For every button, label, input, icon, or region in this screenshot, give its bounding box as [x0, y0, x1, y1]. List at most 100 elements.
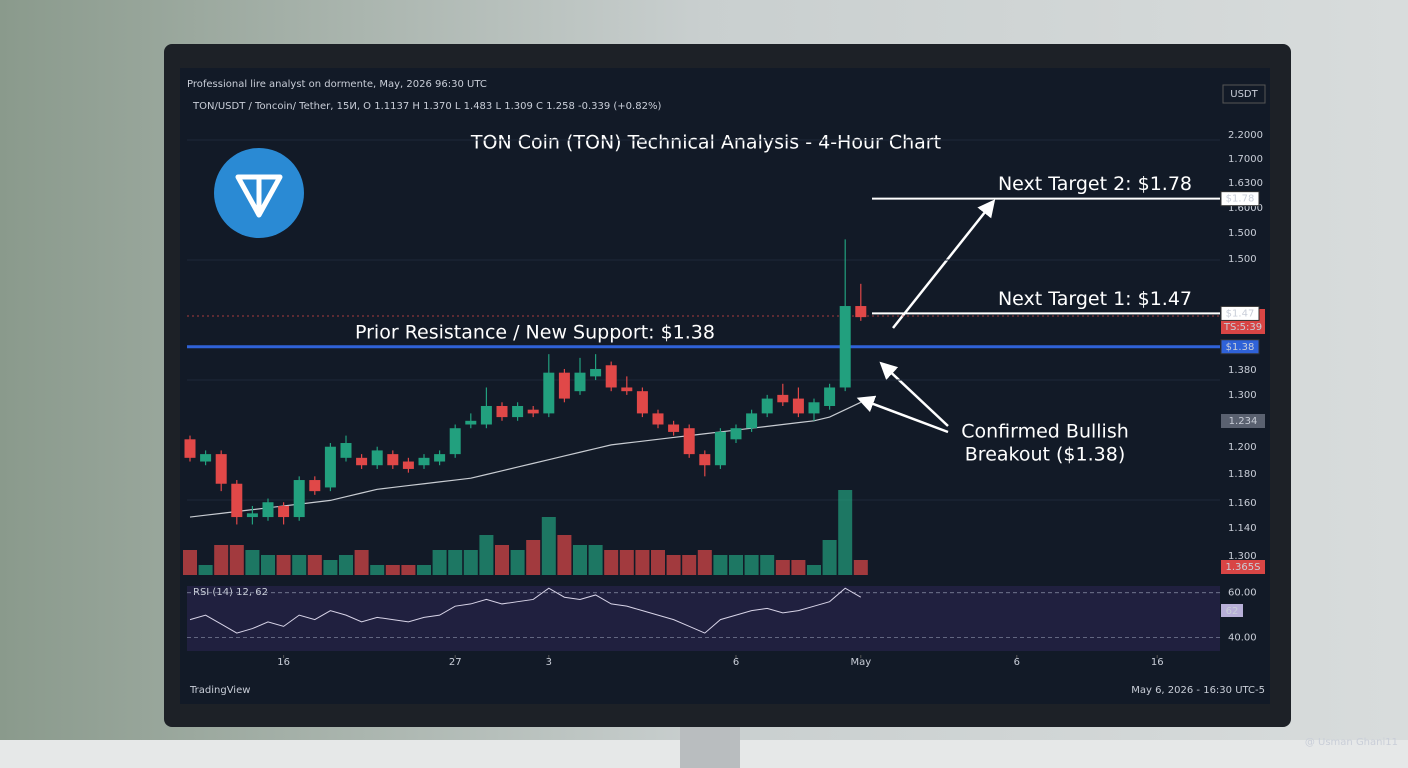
candle-body [371, 450, 383, 466]
volume-bar [682, 555, 697, 575]
candle-body [808, 402, 820, 414]
x-tick-label: 6 [733, 657, 739, 668]
price-tag-box [1221, 560, 1265, 574]
symbol-line: TON/USDT / Toncoin/ Tether, 15И, O 1.113… [192, 101, 661, 112]
candle-body [839, 306, 851, 388]
volume-bar [541, 517, 556, 575]
price-axis-label: 1.380 [1228, 365, 1257, 376]
candle-body [543, 372, 555, 414]
candle-body [356, 457, 368, 466]
candle-body [309, 480, 321, 492]
candle-body [605, 365, 617, 388]
x-tick-label: 16 [1151, 657, 1164, 668]
volume-bar [339, 555, 353, 575]
candle-body [496, 405, 508, 418]
ton-logo-glyph [235, 174, 283, 218]
caption: Professional lire analyst on dormente, M… [187, 79, 487, 90]
candle-body [418, 457, 430, 466]
volume-bar [838, 490, 853, 575]
annotation: Confirmed Bullish [961, 421, 1129, 443]
volume-bar [619, 550, 634, 575]
x-tick-label: 3 [546, 657, 552, 668]
volume-bar [417, 565, 431, 575]
level-tag: $1.78 [1226, 194, 1255, 205]
candle-body [200, 454, 212, 462]
price-axis-label: 1.180 [1228, 469, 1257, 480]
candle-body [792, 398, 804, 414]
price-axis-label: 1.300 [1228, 551, 1257, 562]
candle-body [449, 428, 461, 455]
monitor-stand [680, 720, 740, 768]
price-axis-label: 1.200 [1228, 442, 1257, 453]
watermark: @ Usman Ghani11 [1305, 737, 1398, 748]
level-label: Prior Resistance / New Support: $1.38 [355, 321, 715, 343]
volume-bar [354, 550, 369, 575]
volume-bar [744, 555, 759, 575]
candle-body [668, 424, 680, 432]
candle-body [558, 372, 570, 399]
price-axis-label: 1.6300 [1228, 178, 1263, 189]
price-axis-label: 1.500 [1228, 228, 1257, 239]
rsi-panel [187, 586, 1220, 651]
volume-bar [448, 550, 463, 575]
volume-bar [183, 550, 197, 575]
volume-bar [307, 555, 322, 575]
price-axis-label: 1.300 [1228, 390, 1257, 401]
price-tag: 1.234 [1229, 416, 1258, 427]
candle-body [824, 387, 836, 406]
candle-body [480, 405, 492, 425]
volume-bar [479, 535, 494, 575]
currency-box [1222, 84, 1266, 104]
rsi-tick-label: 40.00 [1228, 633, 1257, 644]
level-tag-box [1220, 339, 1260, 355]
candle-body [590, 368, 602, 377]
brand: TradingView [189, 685, 250, 696]
candle-body [324, 446, 336, 488]
volume-bar [276, 555, 291, 575]
candle-body [387, 454, 399, 466]
candle-body [527, 409, 539, 414]
rsi-line [189, 587, 862, 634]
volume-bar [463, 550, 478, 575]
candle-body [340, 443, 352, 458]
candle-body [512, 405, 524, 418]
volume-bar [853, 560, 868, 575]
volume-bar [573, 545, 587, 575]
volume-bar [432, 550, 447, 575]
x-tick-label: 27 [449, 657, 462, 668]
x-tick-label: 6 [1014, 657, 1020, 668]
level-tag-box [1220, 191, 1260, 207]
rsi-tag: 62 [1226, 606, 1239, 617]
level-label: Next Target 1: $1.47 [998, 288, 1192, 310]
arrow [856, 395, 949, 434]
volume-bar [385, 565, 400, 575]
volume-bar [760, 555, 775, 575]
volume-bar [588, 545, 603, 575]
price-tag: TS:5:39 [1223, 322, 1262, 333]
arrow [879, 361, 949, 427]
candle-body [402, 461, 414, 469]
rsi-tag-box [1221, 604, 1243, 617]
price-tag: 1.365S [1226, 562, 1261, 573]
candle-body [714, 431, 726, 466]
price-axis-label: 1.140 [1228, 523, 1257, 534]
currency: USDT [1230, 89, 1258, 100]
volume-bar [245, 550, 260, 575]
arrow [892, 199, 996, 329]
annotation: Breakout ($1.38) [965, 444, 1125, 466]
volume-bar [775, 560, 790, 575]
volume-bar [526, 540, 541, 575]
x-tick-label: 16 [277, 657, 290, 668]
chart-title: TON Coin (TON) Technical Analysis - 4-Ho… [470, 132, 941, 154]
candle-body [262, 502, 274, 518]
volume-bar [510, 550, 525, 575]
volume-bar [292, 555, 307, 575]
volume-bar [713, 555, 728, 575]
candle-body [746, 413, 758, 429]
candle-body [246, 513, 258, 518]
volume-bar [729, 555, 743, 575]
volume-bar [261, 555, 275, 575]
candle-body [636, 391, 648, 414]
volume-bar [370, 565, 385, 575]
candle-body [278, 505, 290, 518]
